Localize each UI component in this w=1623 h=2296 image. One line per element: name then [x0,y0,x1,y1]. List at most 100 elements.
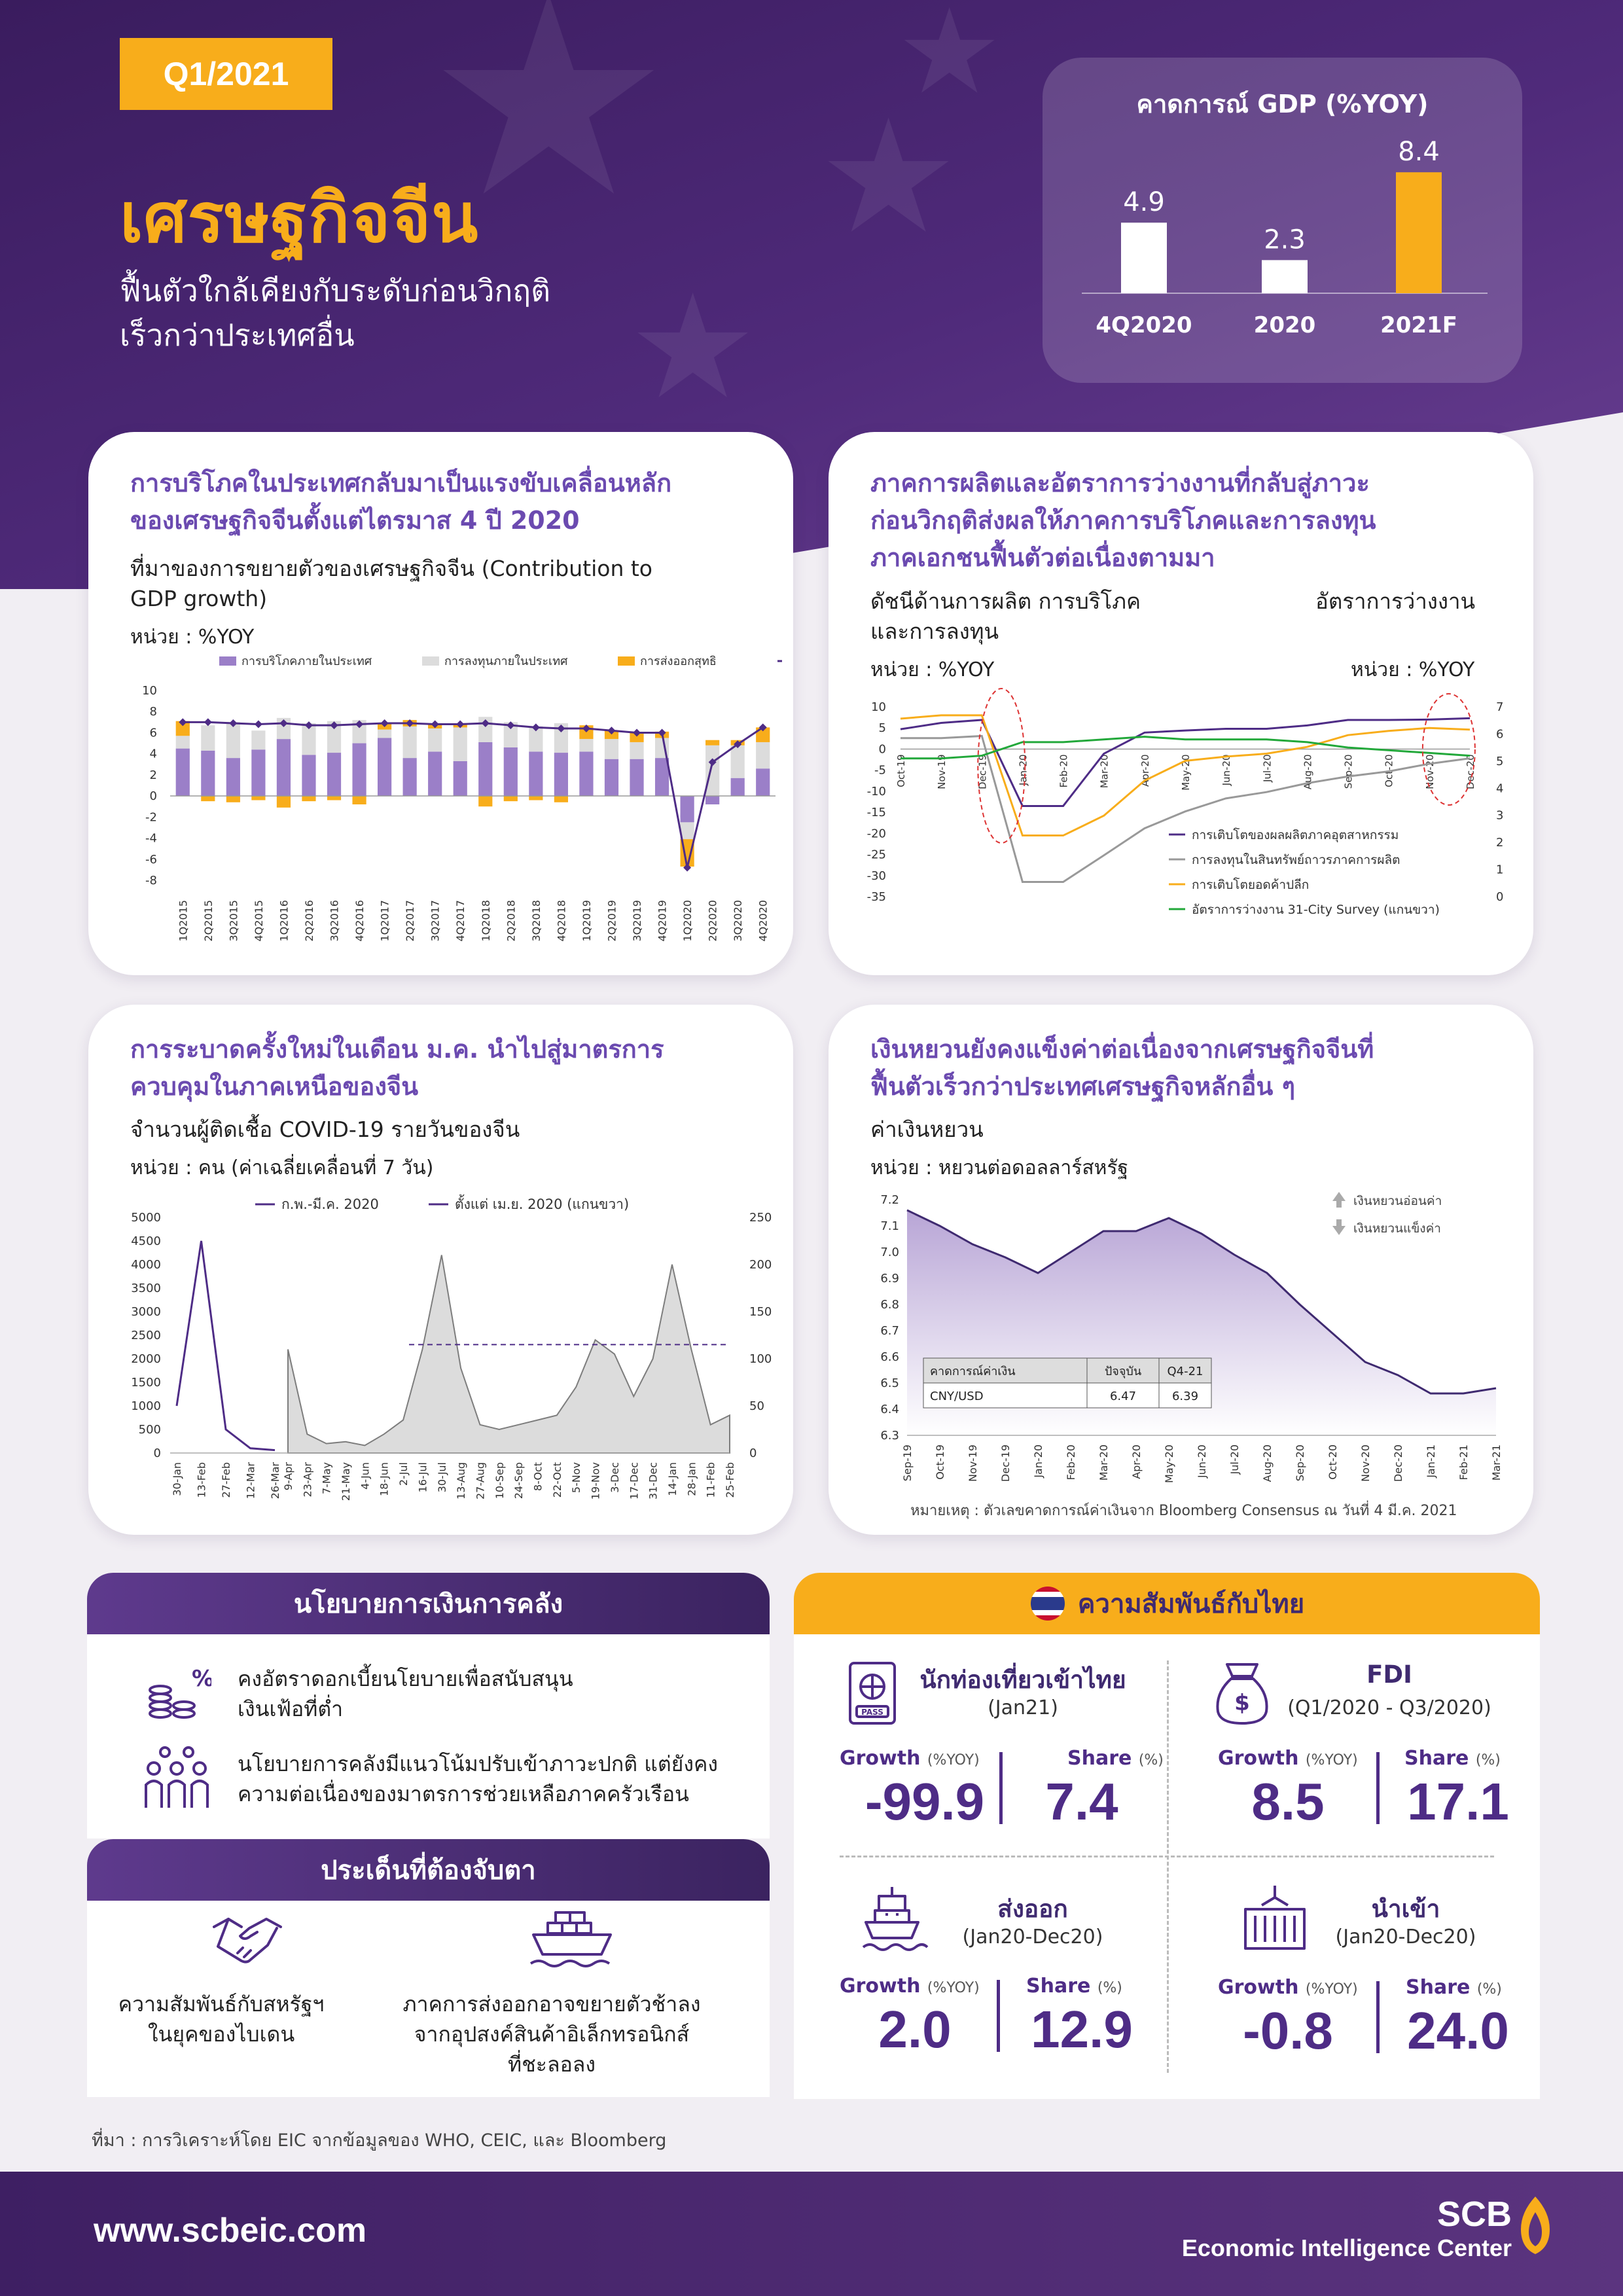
tick-label: 13-Aug [455,1462,467,1499]
tick-label: 6.5 [880,1376,899,1390]
tick-label: 5 [1496,755,1503,768]
star-decoration: ★ [425,0,672,258]
bar [1262,260,1308,293]
watch-item-line: ในยุคของไบเดน [147,2022,295,2047]
table-header-label: คาดการณ์ค่าเงิน [930,1365,1016,1378]
tick-label: 16-Jul [416,1462,429,1492]
tick-label: 200 [749,1258,772,1272]
watch-item-line: ความสัมพันธ์กับสหรัฐฯ [118,1992,325,2017]
watch-item-line: ภาคการส่งออกอาจขยายตัวช้าลง [402,1992,701,2017]
tick-label: -25 [867,848,886,862]
tick-label: 2 [150,768,157,782]
tick-label: Feb-21 [1457,1444,1470,1480]
tick-label: Mar-20 [1099,754,1111,788]
tick-label: 4500 [131,1234,161,1248]
card-title-line: ของเศรษฐกิจจีนตั้งแต่ไตรมาส 4 ปี 2020 [130,506,580,535]
handshake-icon [213,1918,282,1964]
card-title-line: ฟื้นตัวเร็วกว่าประเทศเศรษฐกิจหลักอื่น ๆ [870,1072,1296,1101]
exports-share: 12.9 [1031,2000,1133,2058]
share-unit: (%) [1138,1752,1164,1768]
website-link[interactable]: www.scbeic.com [94,2212,367,2250]
tick-label: 3Q2019 [631,900,643,942]
gdp-marker [204,718,212,726]
chart-subtitle: ค่าเงินหยวน [870,1117,984,1142]
tick-label: 4Q2018 [555,900,567,942]
tick-label: 2Q2019 [605,900,618,942]
tick-label: 4Q2016 [353,900,366,942]
tick-label: -2 [145,810,157,824]
tick-label: Nov-19 [967,1444,979,1482]
tick-label: 1Q2018 [480,900,492,942]
tick-label: 5 [879,721,886,735]
bar [1121,223,1167,293]
gdp-marker [481,719,490,727]
tick-label: 0 [879,742,886,756]
tick-label: Jan-20 [1017,754,1029,786]
tick-label: 2020 [1254,312,1316,338]
bar-segment [327,796,342,800]
imports-period: (Jan20-Dec20) [1335,1926,1476,1948]
gdp-marker [557,725,565,732]
tick-label: -10 [867,785,886,798]
tick-label: 1Q2016 [277,900,290,942]
star-decoration: ★ [628,263,758,431]
tick-label: 150 [749,1305,772,1319]
table-cell [1086,1382,1160,1408]
chart-subtitle-line: ดัชนีด้านการผลิต การบริโภค [870,588,1141,614]
share-unit: (%) [1476,1981,1502,1998]
brand-logo: SCB Economic Intelligence Center [1182,2194,1512,2262]
tick-label: 26-Mar [269,1462,281,1499]
growth-label: Growth (%YOY) [840,1747,980,1770]
gdp-marker [683,863,692,872]
tourists-period: (Jan21) [988,1696,1058,1719]
tick-label: 3Q2015 [227,900,240,942]
bar-segment [302,723,316,755]
bar-segment [378,738,392,797]
bar-segment [630,759,644,797]
tick-label: 250 [749,1211,772,1225]
star-decoration: ★ [897,0,1003,120]
source-note: ที่มา : การวิเคราะห์โดย EIC จากข้อมูลของ… [92,2130,667,2151]
card-title-line: ก่อนวิกฤติส่งผลให้ภาคการบริโภคและการลงทุ… [870,506,1376,535]
tick-label: 3500 [131,1282,161,1295]
bar-segment [276,796,291,808]
tick-label: -8 [145,874,157,888]
thai-flag-icon [1030,1587,1065,1621]
tick-label: 4 [1496,781,1503,795]
table-cell [1158,1382,1212,1408]
tick-label: Jan-20 [1032,1444,1044,1479]
arrow-up-icon [1332,1192,1346,1208]
tick-label: 1Q2020 [681,900,694,942]
tick-label: Nov-19 [936,754,948,789]
policy-body: % คงอัตราดอกเบี้ยนโยบายเพื่อสนับสนุน เงิ… [87,1634,770,1839]
fdi-title: FDI [1366,1660,1412,1689]
growth-unit: (%YOY) [927,1752,980,1768]
tick-label: Jan-21 [1425,1444,1437,1479]
chart-note: หมายเหตุ : ตัวเลขคาดการณ์ค่าเงินจาก Bloo… [910,1503,1457,1519]
tick-label: 6.8 [880,1298,899,1312]
tick-label: 2500 [131,1329,161,1342]
tick-label: 8 [150,705,157,719]
gdp-forecast-box: คาดการณ์ GDP (%YOY) 4.9 4Q2020 2.3 2020 8.4 2… [1043,58,1522,383]
tick-label: 5000 [131,1211,161,1225]
policy-item-line: เงินเฟ้อที่ต่ำ [238,1696,344,1721]
bar-segment [529,796,543,800]
tick-label: 2-Jul [397,1462,410,1486]
policy-item: คงอัตราดอกเบี้ยนโยบายเพื่อสนับสนุน เงินเ… [238,1664,573,1724]
gdp-marker [179,718,187,726]
tick-label: 100 [749,1352,772,1366]
bar-segment [453,761,467,797]
divider-horizontal [840,1856,1494,1857]
table-value: 6.39 [1172,1390,1198,1403]
imports-growth: -0.8 [1243,2001,1333,2060]
bar-segment [654,758,669,797]
tick-label: 50 [749,1399,764,1413]
divider-vertical [1167,1660,1169,2073]
gdp-marker [582,725,590,732]
bar-segment [756,727,770,742]
tick-label: 3Q2020 [732,900,744,942]
table-value: CNY/USD [930,1390,984,1403]
tick-label: 4 [150,747,157,761]
watch-item-line: จากอุปสงค์สินค้าอิเล็กทรอนิกส์ [414,2022,690,2047]
bar-segment [302,796,316,802]
